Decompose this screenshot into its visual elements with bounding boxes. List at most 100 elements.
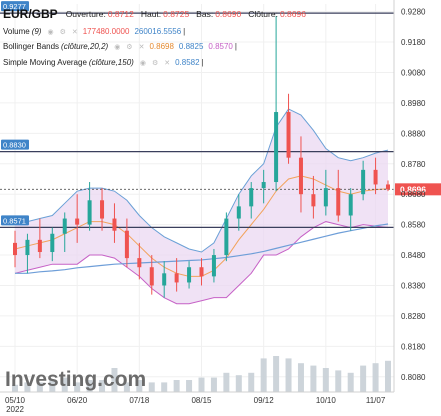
watermark: Investing.com [5,368,146,391]
bollinger-band-fill [15,108,388,304]
open-value: 0.8712 [107,9,134,19]
settings-icon[interactable]: ⚙ [59,28,66,36]
y-tick-label: 0.9080 [401,68,426,77]
candle-body [298,157,303,195]
x-tick-label: 09/12 [254,396,275,405]
candle-body [137,258,142,268]
sma-indicator-name: Simple Moving Average [3,58,87,67]
sma-indicator-row[interactable]: Simple Moving Average (clôture,150) ◉ ⚙ … [3,58,204,67]
x-tick-label: 11/07 [366,396,386,405]
current-price-tag [395,183,441,196]
candle-body [149,267,154,286]
bollinger-indicator-row[interactable]: Bollinger Bands (clôture,20,2) ◉ ⚙ ✕ 0.8… [3,42,237,51]
symbol-label[interactable]: EUR/GBP [3,7,58,21]
current-price-label: 0.8696 [400,184,426,194]
candle-body [323,188,328,207]
y-tick-label: 0.8980 [401,99,426,108]
y-tick-label: 0.8480 [401,251,426,260]
eye-icon[interactable]: ◉ [114,43,121,51]
candle-body [274,112,279,183]
eye-icon[interactable]: ◉ [139,59,146,67]
candle-body [348,194,353,216]
axes: 0.9280 0.9180 0.9080 0.8980 0.8880 0.8780 0.86… [0,0,426,414]
volume-bar [285,358,292,392]
x-tick-label: 2022 [6,405,24,414]
candle-body [124,230,129,259]
bollinger-indicator-param: (clôture,20,2) [61,42,109,51]
x-tick-label: 05/10 [5,396,26,405]
candle-body [336,188,341,216]
level-tag-label: 0.9277 [3,2,26,11]
candle-body [87,200,92,225]
volume-bar [161,382,168,392]
volume-bar [99,380,106,392]
level-tag [1,139,29,150]
low-label: Bas: [196,9,214,19]
y-tick-label: 0.8680 [401,190,426,199]
bollinger-lower-value: 0.8570 [208,42,233,51]
candle-body [224,218,229,256]
candle-body [62,218,67,234]
volume-bar [148,382,155,392]
bollinger-indicator-name: Bollinger Bands [3,42,60,51]
candle-body [37,239,42,253]
candle-body [236,206,241,219]
level-tag [1,215,29,226]
separator: | [201,58,204,67]
y-tick-label: 0.8080 [401,373,426,382]
y-tick-label: 0.8380 [401,281,426,290]
sma-value: 0.8582 [175,58,200,67]
y-tick-label: 0.8280 [401,312,426,321]
volume-bar [86,380,93,392]
volume-bar [49,380,56,392]
settings-icon[interactable]: ⚙ [151,59,159,67]
volume-bar [372,363,379,392]
separator: | [183,27,186,36]
volume-value-2: 260016.5556 [134,27,182,36]
volume-bar [310,365,317,392]
candle-body [361,169,366,195]
volume-bar [173,380,180,392]
volume-bar [273,356,280,392]
close-icon[interactable]: ✕ [164,59,171,67]
volume-bar [61,377,68,392]
volume-bar [111,368,118,392]
candle-body [112,218,117,231]
high-value: 0.8725 [163,9,190,19]
y-tick-label: 0.8780 [401,160,426,169]
close-value: 0.8696 [279,9,306,19]
volume-bar [12,384,18,392]
close-icon[interactable]: ✕ [138,43,145,51]
volume-bar [136,380,143,392]
close-label: Clôture: [248,9,278,19]
level-tag-label: 0.8571 [3,216,26,225]
candle-body [249,188,254,207]
candle-body [211,255,216,277]
volume-bar [210,377,217,392]
close-icon[interactable]: ✕ [71,28,78,36]
bollinger-mid-value: 0.8698 [149,42,174,51]
x-tick-label: 06/20 [67,396,88,405]
separator: | [234,42,237,51]
candle-body [373,169,378,185]
ohlc-header: EUR/GBP Ouverture: 0.8712 Haut: 0.8725 B… [3,7,306,21]
volume-bar [335,370,342,392]
settings-icon[interactable]: ⚙ [126,43,133,51]
candle-body [386,184,390,190]
y-tick-label: 0.8880 [401,129,426,138]
candle-body [311,194,316,207]
candle-body [261,182,266,189]
candle-body [187,267,192,283]
volume-indicator-name: Volume [3,27,30,36]
x-tick-label: 08/15 [191,396,212,405]
volume-indicator-row[interactable]: Volume (9) ◉ ⚙ ✕ 177480.0000 260016.5556… [3,27,185,36]
eye-icon[interactable]: ◉ [47,28,54,36]
watermark-text: Investing.com [5,368,146,391]
volume-bar [297,363,304,392]
bollinger-lower-line [14,221,389,305]
volume-bar [74,382,81,392]
candle-body [13,242,17,256]
y-tick-label: 0.8180 [401,342,426,351]
candle-body [162,273,167,286]
